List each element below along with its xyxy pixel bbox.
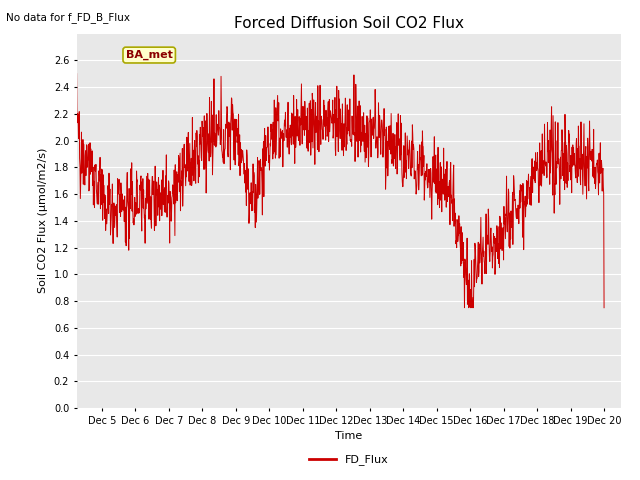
Title: Forced Diffusion Soil CO2 Flux: Forced Diffusion Soil CO2 Flux bbox=[234, 16, 464, 31]
Text: No data for f_FD_B_Flux: No data for f_FD_B_Flux bbox=[6, 12, 131, 23]
X-axis label: Time: Time bbox=[335, 431, 362, 441]
Legend: FD_Flux: FD_Flux bbox=[304, 450, 394, 470]
Text: BA_met: BA_met bbox=[125, 50, 173, 60]
Y-axis label: Soil CO2 Flux (μmol/m2/s): Soil CO2 Flux (μmol/m2/s) bbox=[38, 148, 48, 293]
